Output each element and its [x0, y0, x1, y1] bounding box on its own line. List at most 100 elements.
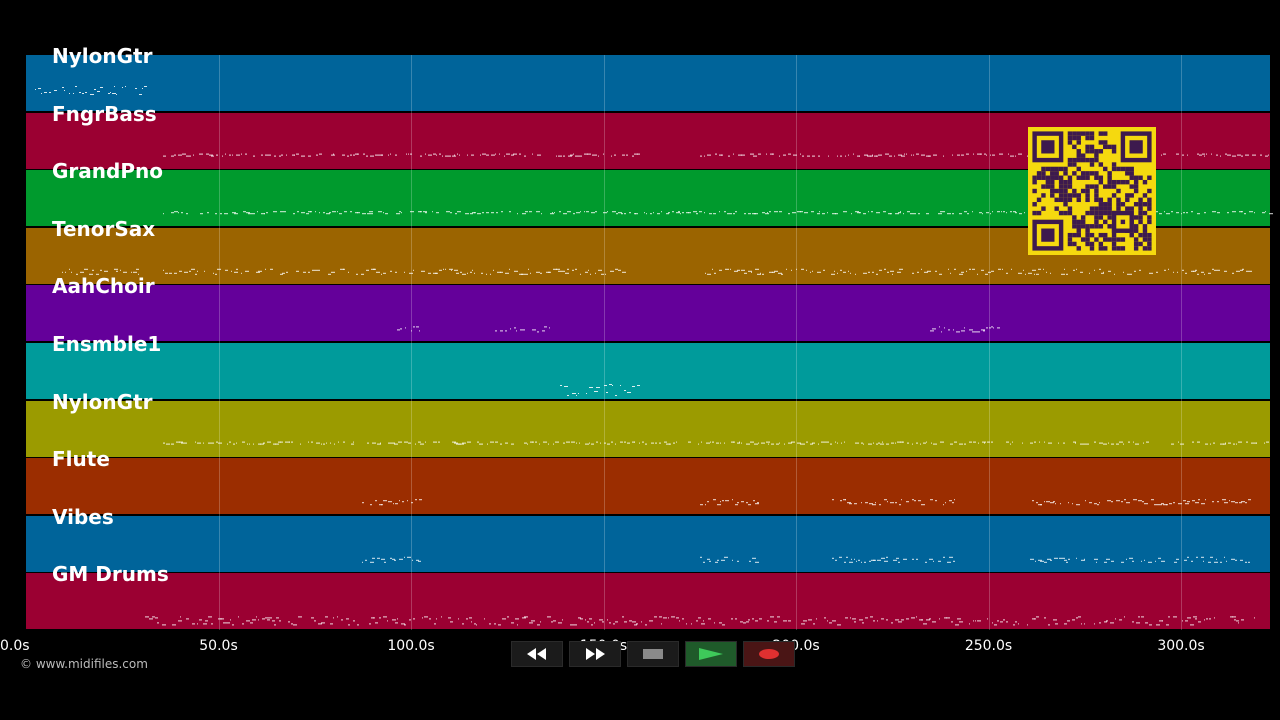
note-mark — [620, 385, 621, 386]
qr-module — [1147, 188, 1152, 194]
note-mark — [199, 442, 201, 444]
note-mark — [1193, 270, 1196, 272]
note-mark — [1133, 441, 1134, 443]
note-mark — [1185, 620, 1188, 622]
note-mark — [1076, 617, 1078, 619]
note-mark — [664, 441, 667, 443]
note-mark — [657, 213, 660, 215]
play-button[interactable] — [685, 641, 737, 667]
qr-module — [1111, 237, 1117, 242]
note-mark — [562, 270, 565, 272]
note-mark — [441, 616, 442, 618]
note-mark — [558, 441, 559, 443]
note-mark — [1232, 155, 1236, 157]
note-mark — [395, 503, 398, 505]
note-mark — [707, 501, 709, 503]
note-mark — [1085, 500, 1086, 502]
note-mark — [907, 442, 909, 444]
note-mark — [724, 442, 725, 444]
rewind-button[interactable] — [511, 641, 563, 667]
note-mark — [737, 442, 740, 444]
note-mark — [288, 621, 290, 623]
note-mark — [830, 443, 832, 445]
qr-module — [1067, 206, 1073, 211]
note-mark — [1021, 213, 1022, 215]
note-mark — [1063, 442, 1065, 444]
note-mark — [752, 557, 756, 559]
qr-module — [1041, 171, 1046, 176]
note-mark — [817, 271, 821, 273]
note-mark — [1103, 443, 1107, 445]
note-mark — [900, 211, 901, 213]
fast-forward-button[interactable] — [569, 641, 621, 667]
note-mark — [881, 557, 885, 559]
note-mark — [346, 211, 347, 213]
note-mark — [397, 618, 398, 620]
note-mark — [215, 273, 217, 275]
note-mark — [720, 442, 721, 444]
note-mark — [172, 624, 176, 626]
note-mark — [378, 211, 382, 213]
note-mark — [644, 212, 645, 214]
note-mark — [178, 212, 179, 214]
note-mark — [272, 620, 275, 622]
note-mark — [870, 155, 873, 157]
note-mark — [537, 154, 541, 156]
note-mark — [622, 616, 624, 618]
note-mark — [587, 621, 589, 623]
note-mark — [701, 441, 702, 443]
note-mark — [1166, 624, 1169, 626]
note-mark — [587, 153, 591, 155]
note-mark — [733, 213, 735, 215]
note-mark — [97, 91, 100, 92]
note-mark — [832, 213, 836, 215]
note-mark — [511, 443, 514, 445]
note-mark — [835, 213, 838, 215]
note-mark — [116, 94, 117, 95]
note-mark — [536, 271, 540, 273]
track-label: Ensmble1 — [52, 332, 162, 356]
note-mark — [1193, 616, 1197, 618]
note-mark — [573, 624, 577, 626]
note-mark — [696, 213, 698, 215]
qr-module — [1098, 175, 1104, 180]
note-mark — [559, 211, 561, 213]
qr-module — [1085, 171, 1090, 176]
note-mark — [149, 618, 153, 620]
qr-module — [1120, 246, 1126, 251]
note-mark — [321, 443, 322, 445]
note-mark — [898, 212, 901, 214]
note-mark — [1131, 273, 1132, 275]
note-mark — [952, 213, 954, 215]
note-mark — [248, 213, 252, 215]
note-mark — [987, 441, 990, 443]
qr-module — [1067, 184, 1073, 189]
note-mark — [398, 441, 402, 443]
note-mark — [876, 273, 878, 275]
note-mark — [1010, 211, 1012, 213]
note-mark — [770, 616, 774, 618]
note-mark — [642, 441, 644, 443]
qr-module — [1067, 179, 1073, 185]
note-mark — [1064, 623, 1067, 625]
qr-module — [1032, 202, 1037, 207]
note-mark — [767, 620, 769, 622]
qr-module — [1089, 246, 1095, 251]
note-mark — [560, 385, 562, 386]
note-mark — [1241, 501, 1245, 503]
note-mark — [884, 268, 886, 270]
qr-module — [1076, 246, 1081, 251]
note-mark — [845, 155, 846, 157]
note-mark — [811, 211, 814, 213]
note-mark — [1024, 212, 1025, 214]
stop-button[interactable] — [627, 641, 679, 667]
note-mark — [330, 623, 333, 625]
note-mark — [979, 212, 982, 214]
note-mark — [1141, 560, 1142, 562]
note-mark — [666, 213, 669, 215]
note-mark — [682, 212, 684, 214]
record-button[interactable] — [743, 641, 795, 667]
time-tick-label: 50.0s — [199, 638, 238, 654]
note-mark — [413, 326, 415, 328]
note-mark — [504, 155, 505, 157]
